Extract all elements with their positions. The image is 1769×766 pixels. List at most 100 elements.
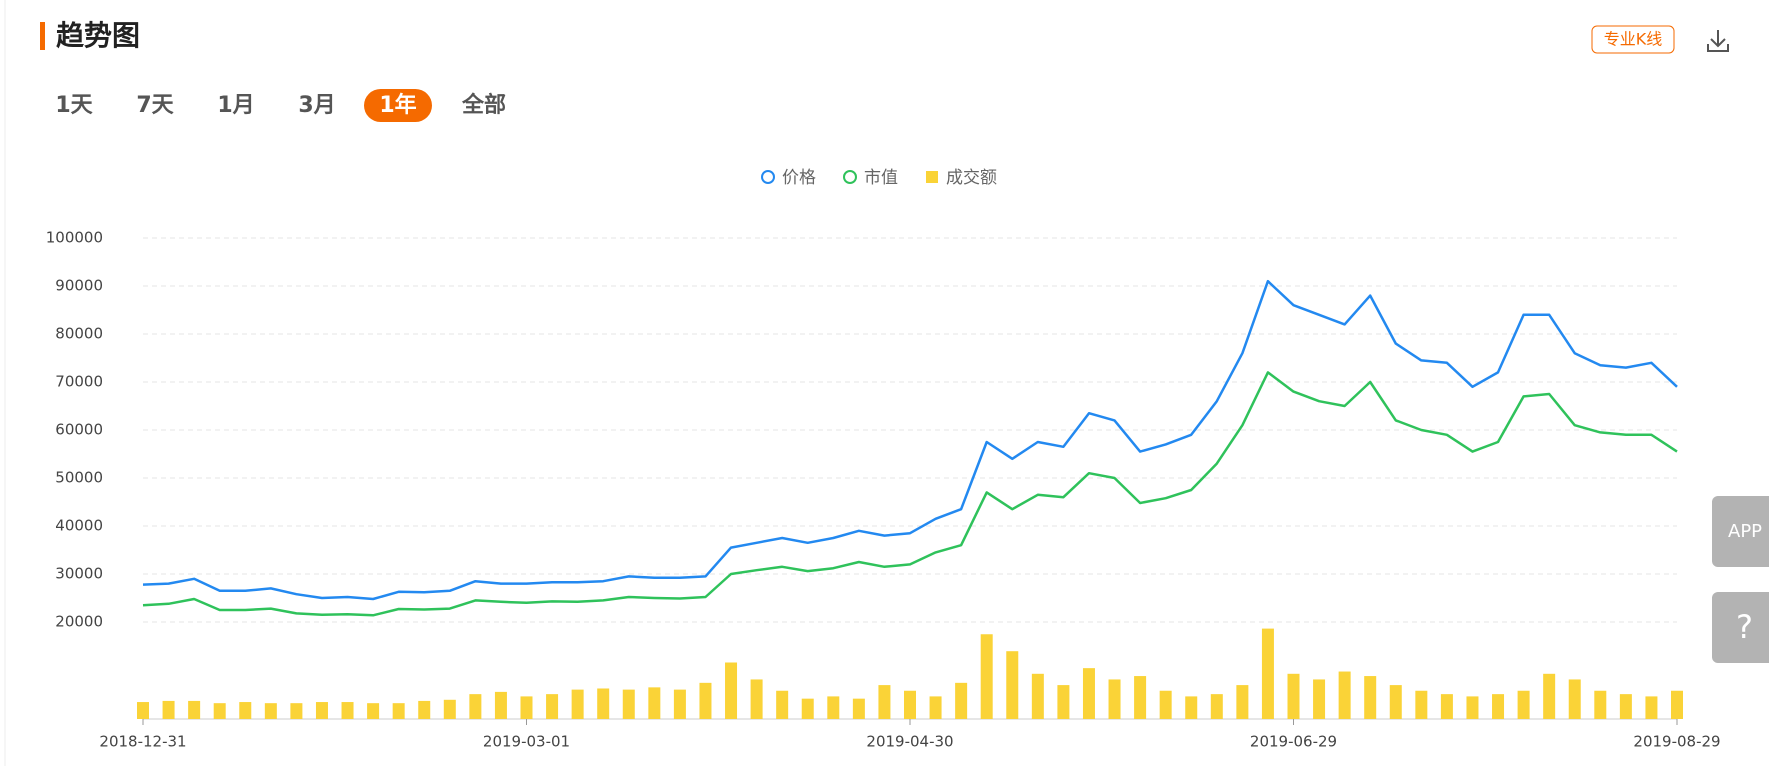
volume-bar xyxy=(1159,690,1172,719)
volume-bar xyxy=(264,703,277,719)
legend-marker xyxy=(926,171,938,183)
volume-bar xyxy=(1415,690,1428,719)
legend-label: 价格 xyxy=(782,168,816,188)
x-tick-label: 2019-04-30 xyxy=(866,733,953,751)
y-tick-label: 70000 xyxy=(55,373,103,391)
volume-bar xyxy=(1287,673,1300,719)
volume-bar xyxy=(418,700,431,719)
title-accent xyxy=(40,22,45,50)
volume-bar xyxy=(213,703,226,719)
download-icon[interactable] xyxy=(1707,30,1729,52)
y-tick-label: 20000 xyxy=(55,613,103,631)
volume-bar xyxy=(878,685,891,719)
volume-bar xyxy=(699,682,712,719)
volume-bar xyxy=(622,689,635,719)
volume-bar xyxy=(1671,690,1683,719)
volume-bar xyxy=(1338,671,1351,719)
volume-bar xyxy=(955,682,968,719)
volume-bar xyxy=(290,703,303,719)
volume-bar xyxy=(315,702,328,719)
tab[interactable]: 1天 xyxy=(55,93,93,118)
volume-bar xyxy=(1261,628,1274,719)
volume-bar xyxy=(852,698,865,719)
legend-marker xyxy=(843,170,857,184)
x-tick-label: 2019-03-01 xyxy=(483,733,570,751)
volume-bar xyxy=(1543,673,1556,719)
kline-button-label[interactable]: 专业K线 xyxy=(1604,30,1663,49)
x-tick-label: 2019-06-29 xyxy=(1250,733,1337,751)
volume-bar xyxy=(188,700,201,719)
volume-bar xyxy=(239,702,252,719)
volume-bar xyxy=(1108,679,1121,719)
y-tick-label: 100000 xyxy=(46,229,103,247)
volume-bar xyxy=(1134,676,1147,719)
x-tick-label: 2019-08-29 xyxy=(1633,733,1720,751)
y-tick-label: 40000 xyxy=(55,517,103,535)
tab[interactable]: 7天 xyxy=(136,93,174,118)
volume-bar xyxy=(1568,679,1581,719)
volume-bar xyxy=(929,696,942,719)
help-button[interactable] xyxy=(1712,592,1769,663)
x-tick-label: 2018-12-31 xyxy=(99,733,186,751)
volume-bar xyxy=(725,662,738,719)
volume-bar xyxy=(1006,651,1019,719)
y-tick-label: 50000 xyxy=(55,469,103,487)
legend-label: 市值 xyxy=(864,168,898,188)
kline-button[interactable] xyxy=(1591,25,1675,54)
help-button-label[interactable]: ? xyxy=(1736,608,1753,646)
volume-bar xyxy=(494,691,507,719)
volume-bar xyxy=(597,688,610,719)
volume-bar xyxy=(904,690,916,719)
y-tick-label: 90000 xyxy=(55,277,103,295)
volume-bar xyxy=(1517,690,1530,719)
volume-bar xyxy=(137,702,149,719)
y-tick-label: 60000 xyxy=(55,421,103,439)
volume-bar xyxy=(469,694,482,719)
volume-bar xyxy=(1619,694,1632,719)
volume-bar xyxy=(1031,673,1044,719)
tab[interactable]: 3月 xyxy=(298,93,335,118)
volume-bar xyxy=(827,696,840,719)
volume-bar xyxy=(1364,676,1377,719)
volume-bar xyxy=(1082,668,1095,719)
volume-bar xyxy=(1440,694,1453,719)
volume-bar xyxy=(367,703,380,719)
volume-bar xyxy=(392,703,405,719)
volume-bar xyxy=(1313,679,1326,719)
volume-bar xyxy=(1185,696,1198,719)
volume-bar xyxy=(571,689,584,719)
volume-bar xyxy=(341,702,354,719)
tab[interactable]: 1月 xyxy=(217,93,254,118)
tab[interactable]: 1年 xyxy=(379,92,416,118)
title: 趋势图 xyxy=(56,19,140,52)
volume-bar xyxy=(776,690,789,719)
volume-bar xyxy=(801,698,814,719)
tab[interactable]: 全部 xyxy=(461,92,506,118)
volume-bar xyxy=(443,699,456,719)
volume-bar xyxy=(1236,685,1249,719)
volume-bar xyxy=(1466,696,1479,719)
volume-bar xyxy=(673,689,686,719)
volume-bar xyxy=(546,694,559,719)
series-line xyxy=(142,279,1678,601)
series-line xyxy=(142,371,1678,617)
volume-bar xyxy=(1389,685,1402,719)
volume-bar xyxy=(750,679,763,719)
legend-label: 成交额 xyxy=(946,168,997,188)
volume-bar xyxy=(648,687,661,719)
tab-active-pill[interactable] xyxy=(364,89,432,122)
volume-bar xyxy=(1645,696,1658,719)
volume-bar xyxy=(162,700,175,719)
volume-bar xyxy=(1492,694,1505,719)
volume-bar xyxy=(520,696,533,719)
y-tick-label: 80000 xyxy=(55,325,103,343)
volume-bar xyxy=(980,634,993,719)
app-button-label[interactable]: APP xyxy=(1728,521,1762,542)
volume-bar xyxy=(1594,690,1607,719)
legend-marker xyxy=(761,170,775,184)
y-tick-label: 30000 xyxy=(55,565,103,583)
app-button[interactable] xyxy=(1712,496,1769,567)
volume-bar xyxy=(1057,685,1070,719)
